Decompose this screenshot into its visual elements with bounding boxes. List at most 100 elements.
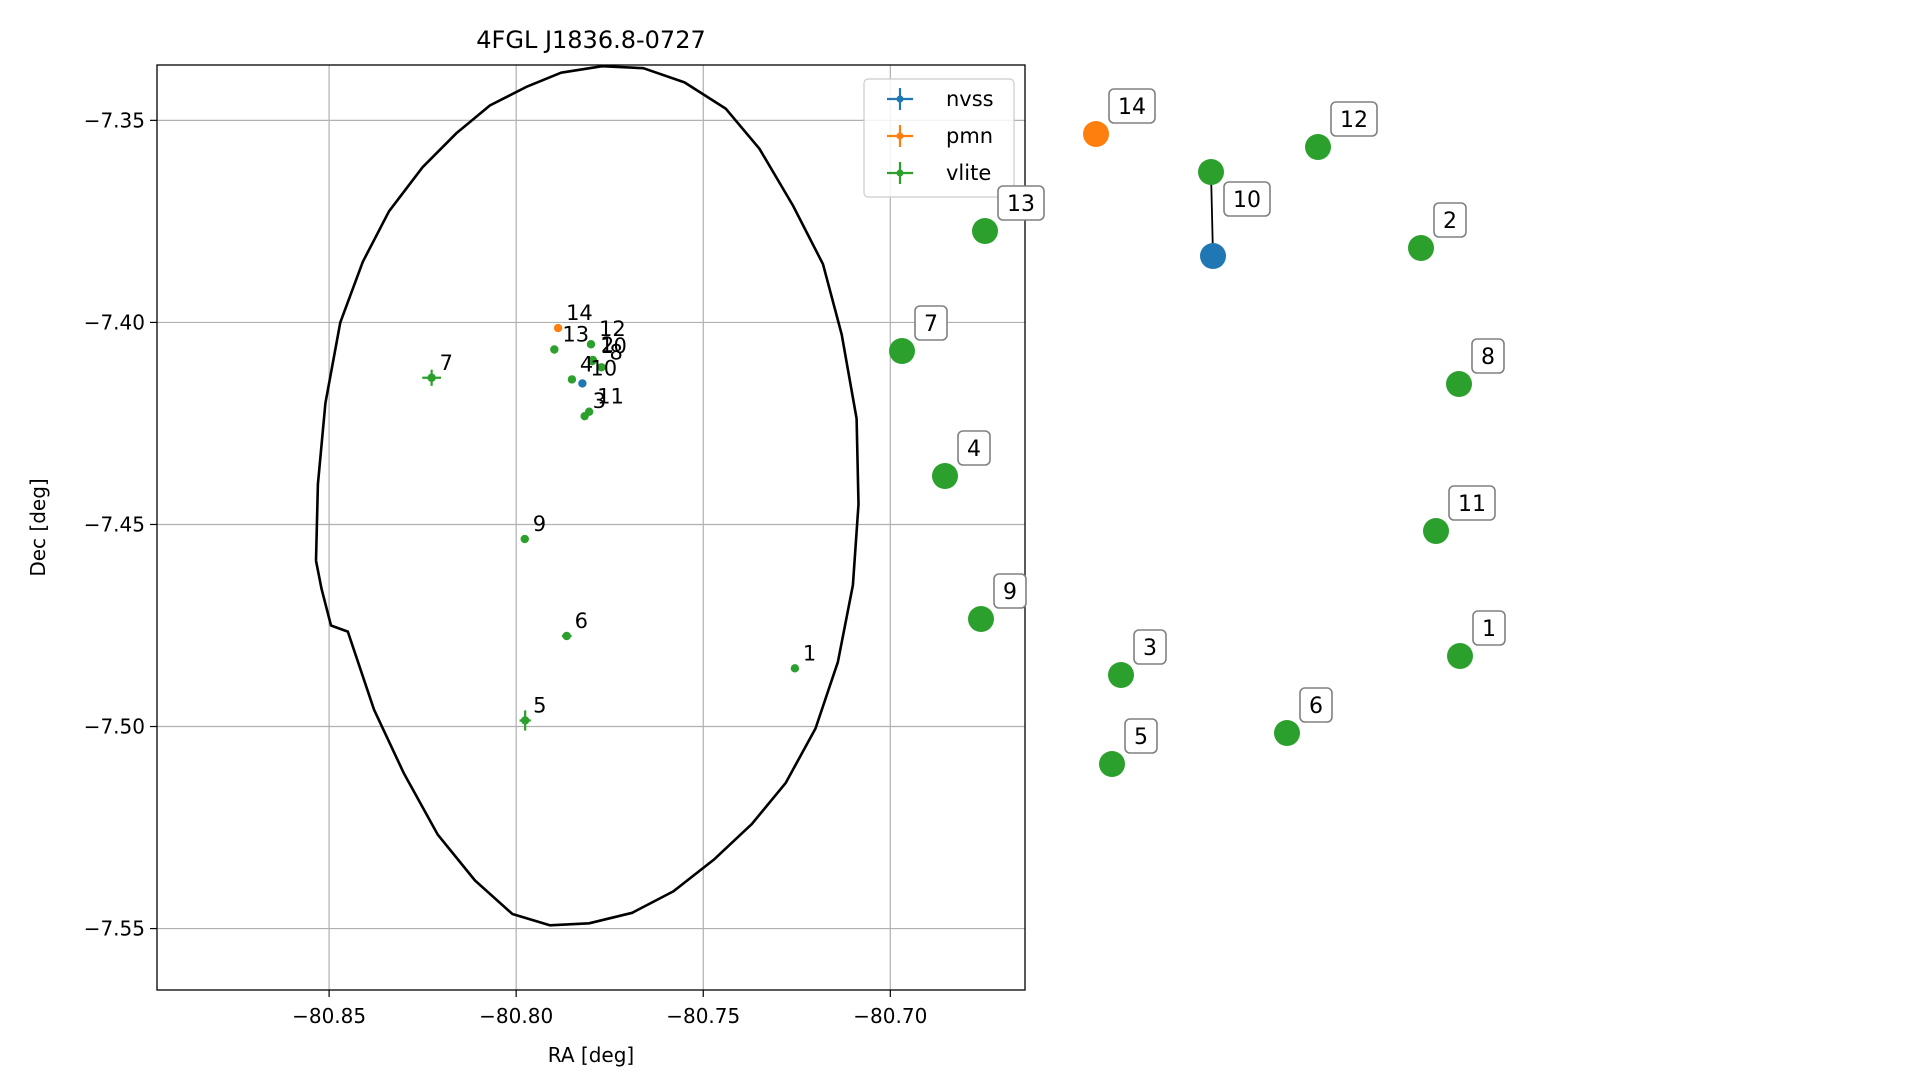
link-line-10 (1210, 171, 1214, 257)
marker-layer (427, 323, 800, 725)
source-label-box (993, 573, 1027, 609)
source-vlite-11: 11 (1423, 485, 1496, 544)
source-marker (1423, 518, 1449, 544)
source-label: 9 (1003, 580, 1017, 605)
x-tick-label: −80.70 (853, 1004, 927, 1028)
source-marker (972, 218, 998, 244)
point-label-14: 14 (566, 301, 593, 325)
source-marker (968, 606, 994, 632)
legend-marker (896, 169, 904, 177)
point-label-12: 12 (599, 317, 626, 341)
grid-lines (157, 65, 1025, 990)
x-axis-label: RA [deg] (548, 1043, 634, 1067)
y-tick-label: −7.45 (84, 512, 145, 536)
point-label-8: 8 (609, 340, 622, 364)
source-label-box (1433, 202, 1467, 238)
source-marker (889, 338, 915, 364)
source-label: 2 (1443, 209, 1457, 234)
source-vlite-2: 2 (1408, 202, 1467, 261)
source-vlite-6: 6 (1274, 687, 1333, 746)
source-label: 13 (1007, 192, 1035, 217)
link-layer (1210, 171, 1214, 257)
legend-marker (896, 132, 904, 140)
source-label-box (1471, 338, 1505, 374)
legend-marker (896, 95, 904, 103)
vlite-point-11 (584, 407, 594, 416)
source-label-box (957, 430, 991, 466)
source-label: 6 (1309, 694, 1323, 719)
source-marker (1108, 662, 1134, 688)
source-label: 11 (1458, 492, 1486, 517)
source-label-box (914, 305, 948, 341)
y-tick-label: −7.35 (84, 108, 145, 132)
source-marker (1198, 159, 1224, 185)
error-ellipse (314, 64, 860, 927)
vlite-point-9 (520, 534, 529, 544)
legend-entry-pmn: pmn (887, 124, 993, 148)
source-marker (1408, 235, 1434, 261)
point-label-9: 9 (533, 512, 546, 536)
vlite-point-6 (562, 631, 571, 641)
source-label-box (1472, 610, 1506, 646)
y-tick-label: −7.50 (84, 715, 145, 739)
source-vlite-9: 9 (968, 573, 1027, 632)
source-label: 7 (924, 312, 938, 337)
chart-title: 4FGL J1836.8-0727 (476, 26, 705, 54)
source-nvss-10 (1200, 243, 1226, 269)
source-marker (1099, 751, 1125, 777)
point-label-2: 2 (601, 333, 614, 357)
legend-label: vlite (946, 161, 991, 185)
source-label-box (997, 185, 1045, 221)
source-vlite-1: 1 (1447, 610, 1506, 669)
source-marker (1305, 134, 1331, 160)
source-marker (1446, 371, 1472, 397)
y-axis-ticks: −7.35 −7.40 −7.45 −7.50 −7.55 (84, 108, 157, 941)
source-vlite-13: 13 (972, 185, 1045, 244)
source-vlite-3: 3 (1108, 629, 1167, 688)
vlite-point-1 (790, 664, 800, 673)
source-label-box (1223, 181, 1271, 217)
nvss-point-10 (578, 379, 587, 388)
x-tick-label: −80.75 (666, 1004, 740, 1028)
x-tick-label: −80.85 (292, 1004, 366, 1028)
legend: nvss pmn vlite (863, 78, 1015, 198)
source-pmn-14: 14 (1083, 88, 1156, 147)
point-label-7: 7 (440, 351, 453, 375)
point-label-1: 1 (803, 641, 816, 665)
source-vlite-7: 7 (889, 305, 948, 364)
point-label-11: 11 (597, 385, 624, 409)
point-label-4: 4 (580, 352, 593, 376)
vlite-point-5 (520, 716, 530, 725)
y-tick-label: −7.55 (84, 917, 145, 941)
source-label-box (1299, 687, 1333, 723)
error-bar-layer (422, 369, 572, 731)
source-marker (1274, 720, 1300, 746)
source-marker (1083, 121, 1109, 147)
source-label-box (1133, 629, 1167, 665)
source-label: 5 (1134, 725, 1148, 750)
source-label: 12 (1340, 108, 1368, 133)
source-label-box (1124, 718, 1158, 754)
source-vlite-5: 5 (1099, 718, 1158, 777)
x-axis-ticks: −80.85 −80.80 −80.75 −80.70 (292, 990, 927, 1028)
source-label-box (1330, 101, 1378, 137)
point-label-6: 6 (575, 609, 588, 633)
axes-frame (156, 64, 1026, 991)
point-label-3: 3 (593, 389, 606, 413)
y-axis-label: Dec [deg] (26, 478, 50, 576)
source-label: 3 (1143, 636, 1157, 661)
point-label-13: 13 (562, 322, 589, 346)
x-tick-label: −80.80 (479, 1004, 553, 1028)
source-label-box (1448, 485, 1496, 521)
source-vlite-10: 10 (1198, 159, 1271, 217)
point-label-10: 10 (590, 356, 617, 380)
source-label: 14 (1118, 95, 1146, 120)
pmn-point-14 (553, 323, 563, 333)
legend-box (863, 78, 1015, 198)
y-tick-label: −7.40 (84, 310, 145, 334)
